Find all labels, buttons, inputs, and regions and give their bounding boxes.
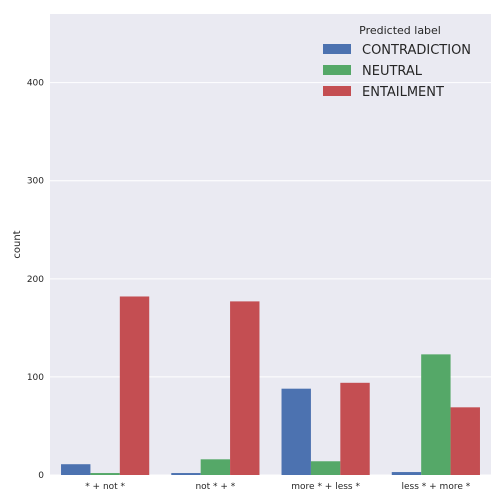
bars xyxy=(61,296,480,475)
x-tick-label: more * + less * xyxy=(291,482,360,492)
y-tick-label: 400 xyxy=(27,79,44,89)
legend-swatch xyxy=(323,44,351,54)
y-tick-label: 100 xyxy=(27,373,44,383)
bar-contradiction xyxy=(61,464,91,475)
x-tick-label: * + not * xyxy=(85,482,125,492)
x-tick-label: not * + * xyxy=(195,482,235,492)
legend-title: Predicted label xyxy=(359,24,441,37)
x-axis-ticks: * + not * not * + * more * + less * less * … xyxy=(85,482,471,492)
bar-entailment xyxy=(230,301,260,475)
bar-neutral xyxy=(200,459,231,475)
bar-entailment xyxy=(340,382,370,475)
legend-label: CONTRADICTION xyxy=(362,43,471,58)
bar-contradiction xyxy=(281,388,311,475)
legend: Predicted label CONTRADICTION NEUTRAL ENTA… xyxy=(323,24,471,100)
legend-label: NEUTRAL xyxy=(362,64,423,79)
bar-contradiction xyxy=(171,473,201,475)
legend-label: ENTAILMENT xyxy=(362,85,444,100)
bar-contradiction xyxy=(391,472,422,475)
y-tick-label: 200 xyxy=(27,275,44,285)
bar-entailment xyxy=(119,296,150,475)
legend-swatch xyxy=(323,86,351,96)
bar-neutral xyxy=(90,473,120,475)
y-axis-label: count xyxy=(12,230,23,258)
bar-neutral xyxy=(310,461,341,475)
y-tick-label: 0 xyxy=(38,471,44,481)
legend-swatch xyxy=(323,65,351,75)
y-axis-ticks: 0 100 200 300 400 xyxy=(27,79,44,481)
bar-entailment xyxy=(450,407,480,475)
y-tick-label: 300 xyxy=(27,177,44,187)
x-tick-label: less * + more * xyxy=(402,482,471,492)
bar-neutral xyxy=(421,354,451,475)
